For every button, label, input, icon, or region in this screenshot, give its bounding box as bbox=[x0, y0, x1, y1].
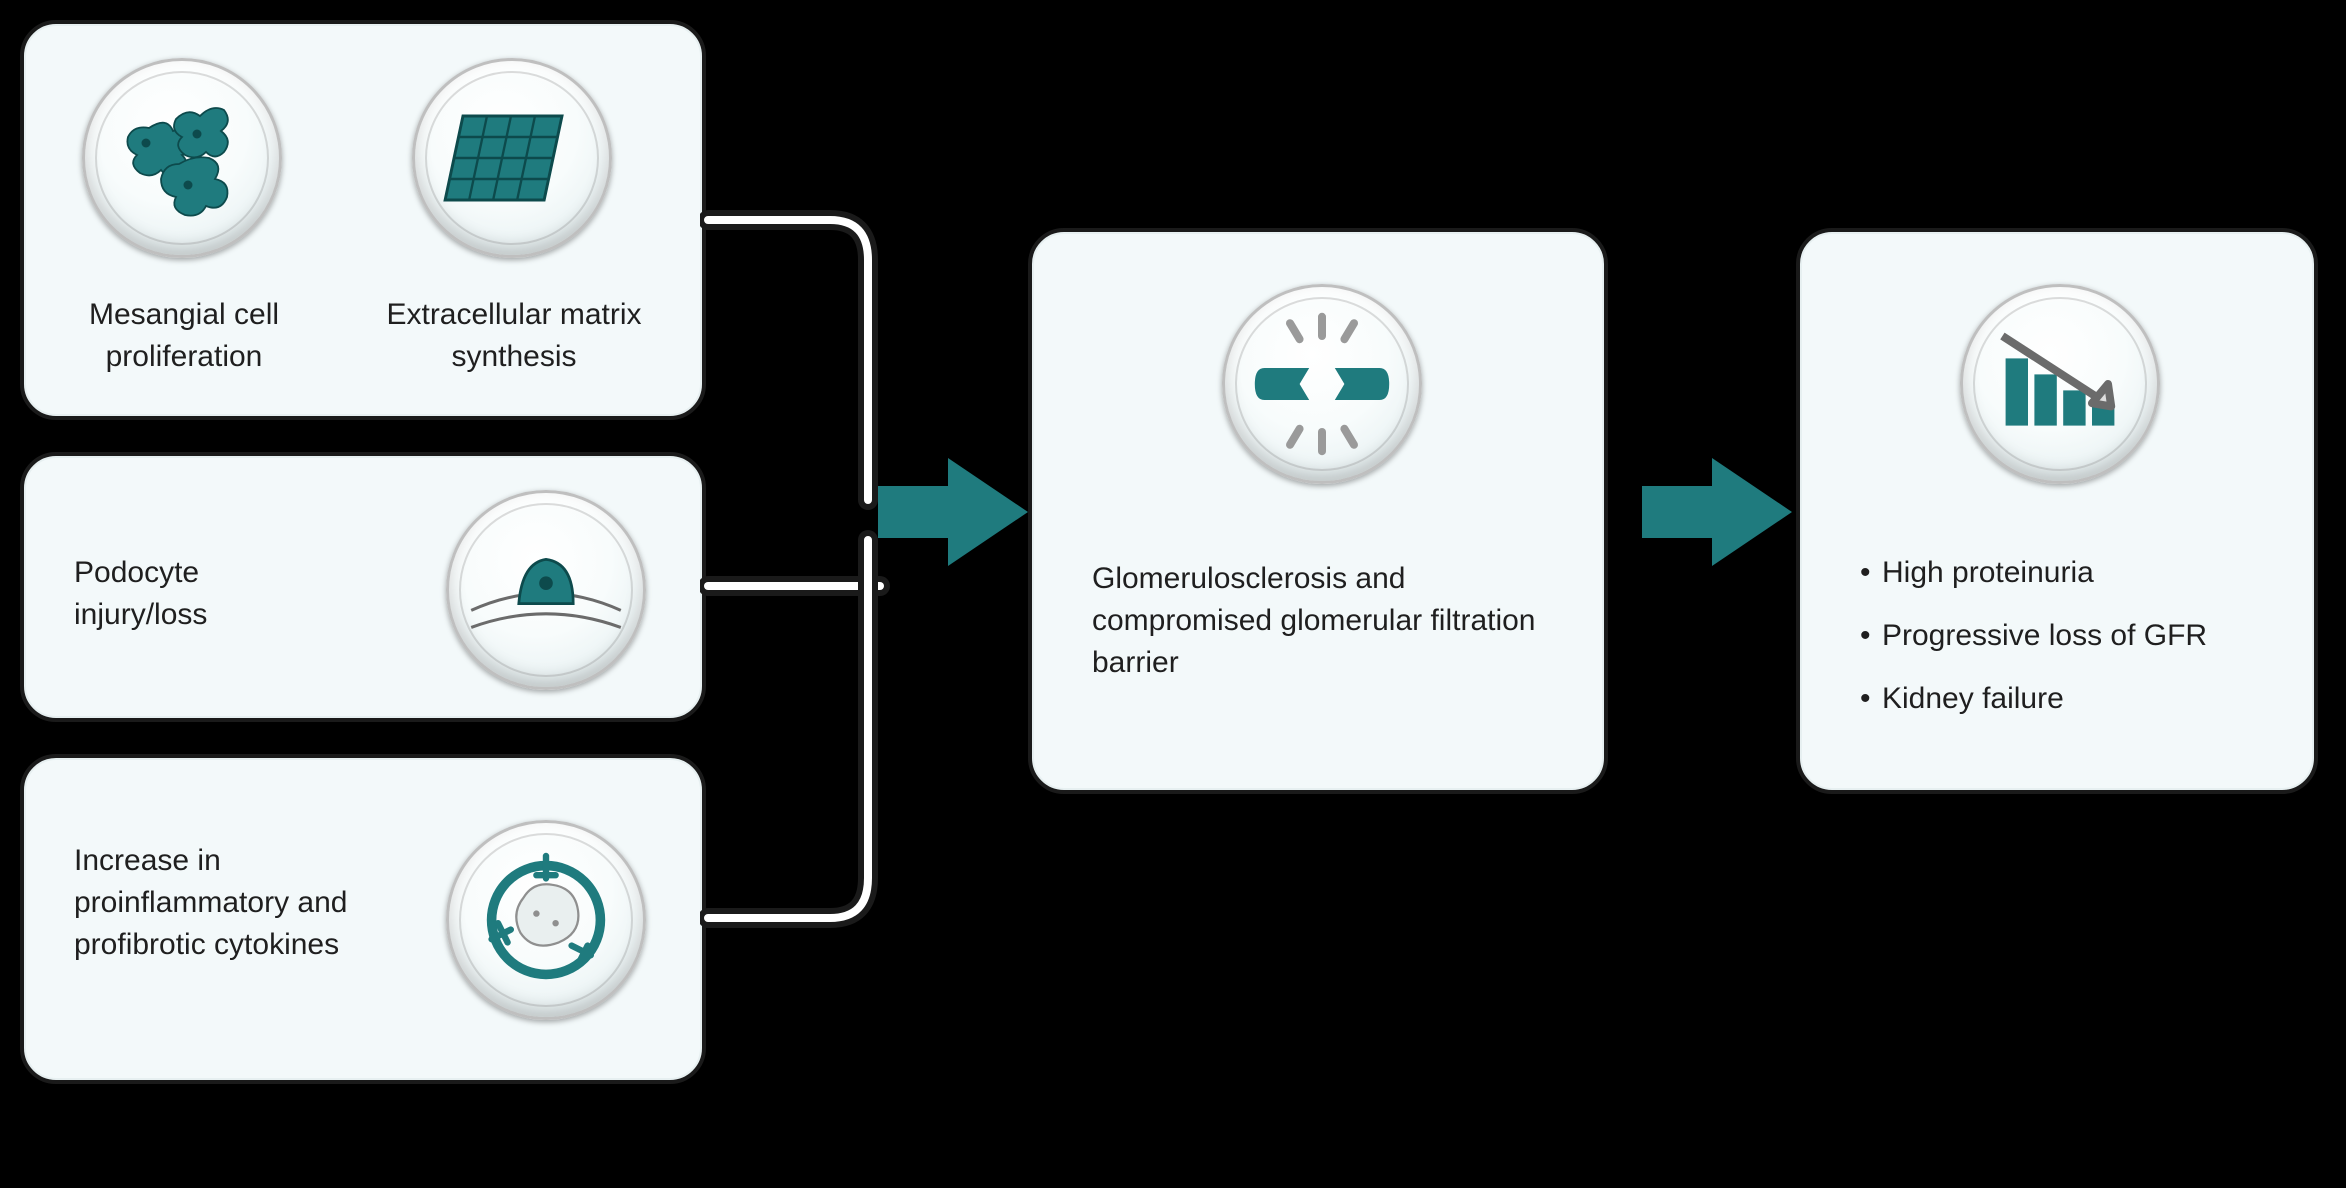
card-cytokines: Increase in proinflammatory and profibro… bbox=[20, 754, 706, 1084]
cytokines-label: Increase in proinflammatory and profibro… bbox=[74, 840, 374, 966]
matrix-grid-icon bbox=[412, 58, 612, 258]
glomerulosclerosis-label: Glomerulosclerosis and compromised glome… bbox=[1092, 558, 1552, 684]
barrier-break-icon bbox=[1222, 284, 1422, 484]
outcome-item: High proteinuria bbox=[1860, 550, 2280, 595]
card-glomerulosclerosis: Glomerulosclerosis and compromised glome… bbox=[1028, 228, 1608, 794]
outcomes-list: High proteinuria Progressive loss of GFR… bbox=[1860, 532, 2280, 739]
card-podocyte: Podocyte injury/loss bbox=[20, 452, 706, 722]
card-mesangial-matrix: Mesangial cell proliferation Extracellul… bbox=[20, 20, 706, 420]
mesangial-cells-icon bbox=[82, 58, 282, 258]
podocyte-icon bbox=[446, 490, 646, 690]
card-outcomes: High proteinuria Progressive loss of GFR… bbox=[1796, 228, 2318, 794]
matrix-label: Extracellular matrix synthesis bbox=[384, 294, 644, 378]
arrow-bc-icon bbox=[1642, 452, 1792, 572]
arrow-ab-icon bbox=[878, 452, 1028, 572]
mesangial-label: Mesangial cell proliferation bbox=[54, 294, 314, 378]
declining-bars-icon bbox=[1960, 284, 2160, 484]
connector-lines bbox=[700, 0, 900, 1100]
outcome-item: Progressive loss of GFR bbox=[1860, 613, 2280, 658]
podocyte-label: Podocyte injury/loss bbox=[74, 552, 334, 636]
cytokines-icon bbox=[446, 820, 646, 1020]
outcome-item: Kidney failure bbox=[1860, 676, 2280, 721]
